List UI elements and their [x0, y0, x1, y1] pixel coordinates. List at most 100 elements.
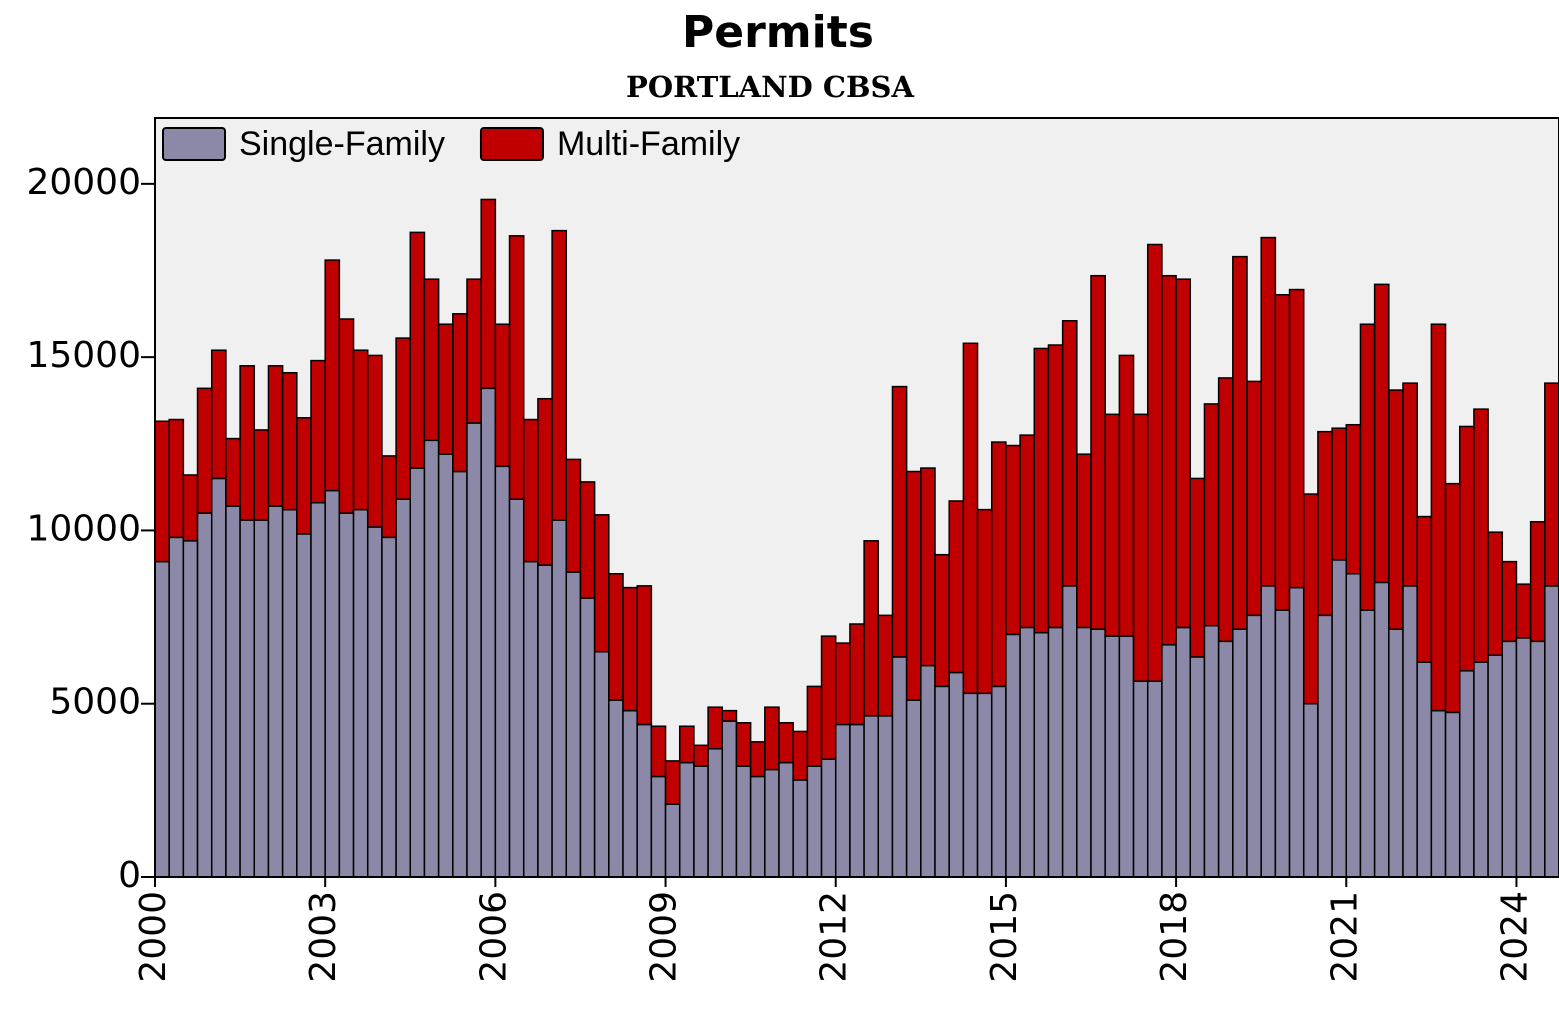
- bar-segment: [1501, 640, 1518, 878]
- bar-segment: [1061, 585, 1078, 878]
- bar-segment: [834, 723, 851, 878]
- bar-segment: [537, 397, 553, 566]
- bar-segment: [905, 699, 922, 878]
- bar-segment: [1246, 614, 1262, 878]
- bar-segment: [1047, 626, 1064, 878]
- bar-segment: [863, 540, 880, 717]
- bar-segment: [834, 642, 851, 726]
- bar-segment: [281, 508, 298, 878]
- bar-segment: [1373, 283, 1390, 584]
- x-tick-label: 2003: [303, 891, 344, 983]
- bar-segment: [551, 519, 568, 878]
- bar-segment: [1430, 323, 1447, 712]
- bar-segment: [239, 365, 256, 521]
- bar-segment: [324, 489, 341, 878]
- bar-segment: [849, 623, 865, 726]
- bar-segment: [579, 481, 596, 599]
- bar-segment: [962, 342, 979, 695]
- bar-segment: [210, 349, 227, 480]
- bar-segment: [253, 429, 270, 521]
- bar-segment: [792, 779, 809, 878]
- bar-segment: [409, 467, 426, 878]
- x-tick-label: 2006: [473, 891, 514, 983]
- bar-segment: [1076, 626, 1092, 878]
- bar-segment: [1458, 425, 1475, 672]
- bar-segment: [1416, 661, 1433, 878]
- bar-segment: [281, 371, 298, 511]
- bar-segment: [1458, 670, 1475, 878]
- bar-segment: [664, 760, 681, 805]
- bar-segment: [1061, 319, 1078, 587]
- legend-label: Multi-Family: [557, 125, 740, 163]
- bar-segment: [693, 744, 709, 767]
- bar-segment: [1345, 423, 1362, 575]
- bar-segment: [608, 572, 624, 701]
- bar-segment: [182, 474, 199, 542]
- bar-segment: [962, 692, 979, 878]
- bar-segment: [1515, 637, 1532, 878]
- bar-segment: [168, 536, 185, 878]
- bar-segment: [296, 417, 312, 535]
- bar-segment: [480, 387, 497, 878]
- bar-segment: [1175, 626, 1192, 878]
- y-tick-label: 5000: [49, 682, 141, 723]
- bar-segment: [565, 458, 582, 573]
- legend-swatch: [479, 127, 544, 161]
- bar-segment: [1104, 413, 1121, 637]
- plot-border: [154, 117, 1559, 878]
- bar-segment: [310, 359, 326, 504]
- bar-segment: [1203, 624, 1220, 878]
- bar-segment: [1473, 408, 1489, 663]
- bar-segment: [1189, 656, 1206, 878]
- bar-segment: [735, 722, 752, 767]
- bar-segment: [593, 650, 610, 878]
- bar-segment: [466, 422, 482, 878]
- bar-segment: [863, 715, 880, 878]
- bar-segment: [1274, 294, 1291, 611]
- bar-segment: [678, 725, 695, 764]
- bar-segment: [877, 715, 894, 878]
- legend-swatch: [162, 127, 226, 161]
- bar-segment: [877, 614, 894, 717]
- chart-subtitle: PORTLAND CBSA: [626, 70, 914, 104]
- bar-segment: [1359, 609, 1376, 878]
- bar-segment: [778, 722, 794, 764]
- bar-segment: [1189, 477, 1206, 658]
- bar-segment: [168, 418, 185, 539]
- bar-segment: [409, 231, 426, 469]
- bar-segment: [296, 533, 312, 878]
- bar-segment: [1373, 581, 1390, 878]
- bar-segment: [948, 671, 965, 878]
- bar-segment: [764, 706, 780, 771]
- bar-segment: [1317, 614, 1333, 878]
- bar-segment: [1430, 709, 1447, 878]
- bar-segment: [225, 437, 241, 507]
- bar-segment: [707, 748, 724, 878]
- bar-segment: [1331, 427, 1348, 561]
- bar-segment: [1019, 626, 1036, 878]
- bar-segment: [1047, 344, 1064, 629]
- bar-segment: [1388, 628, 1404, 878]
- bar-segment: [693, 765, 709, 878]
- bar-segment: [849, 723, 865, 878]
- bar-segment: [636, 723, 653, 878]
- bar-segment: [1104, 635, 1121, 878]
- bar-segment: [423, 439, 440, 878]
- bar-segment: [452, 470, 468, 878]
- bar-segment: [1019, 434, 1036, 629]
- bar-segment: [1146, 680, 1163, 878]
- bar-segment: [366, 354, 383, 528]
- bar-segment: [707, 706, 724, 750]
- bar-segment: [182, 540, 199, 878]
- bar-segment: [1005, 633, 1021, 878]
- bar-segment: [1217, 377, 1234, 643]
- bar-segment: [650, 725, 667, 778]
- bar-segment: [1175, 278, 1192, 629]
- bar-segment: [1529, 521, 1546, 643]
- bar-segment: [267, 365, 284, 507]
- bar-segment: [608, 699, 624, 878]
- bar-segment: [423, 278, 440, 442]
- bar-segment: [437, 453, 454, 878]
- bar-segment: [1444, 711, 1461, 878]
- bar-segment: [764, 768, 780, 878]
